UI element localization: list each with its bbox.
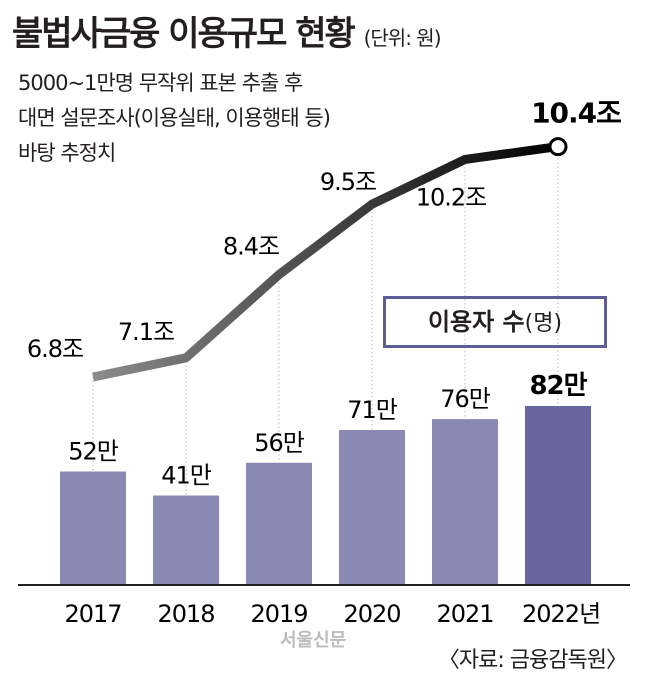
x-tick-label: 2022년 xyxy=(522,600,600,628)
line-value-label: 6.8조 xyxy=(27,335,83,363)
subtitle-line: 바탕 추정치 xyxy=(18,141,116,165)
title-text: 불법사금융 이용규모 현황 xyxy=(12,14,356,54)
legend: 이용자 수(명) xyxy=(383,296,607,348)
line-point xyxy=(548,137,568,157)
x-tick-label: 2017 xyxy=(64,600,121,628)
legend-label: 이용자 수 xyxy=(427,308,525,336)
chart-title: 불법사금융 이용규모 현황 (단위: 원) xyxy=(12,6,442,55)
bar xyxy=(339,430,405,585)
x-tick-label: 2021 xyxy=(436,600,493,628)
line-value-label: 8.4조 xyxy=(223,233,279,261)
bar xyxy=(153,495,219,585)
subtitle: 5000~1만명 무작위 표본 추출 후 대면 설문조사(이용실태, 이용행태 … xyxy=(18,66,331,171)
x-tick-label: 2018 xyxy=(157,600,214,628)
x-tick-label: 2019 xyxy=(250,600,307,628)
line-value-label: 7.1조 xyxy=(118,318,174,346)
bar xyxy=(60,471,126,585)
bar xyxy=(432,419,498,585)
watermark: 서울신문 xyxy=(280,630,347,651)
bar-value-label: 71만 xyxy=(347,396,398,424)
source-note: 〈자료: 금융감독원〉 xyxy=(437,648,628,673)
unit-label: (단위: 원) xyxy=(363,26,442,50)
bar-value-label: 56만 xyxy=(254,429,305,457)
bar-value-label: 76만 xyxy=(440,385,491,413)
line-value-label: 10.2조 xyxy=(416,183,487,211)
subtitle-line: 5000~1만명 무작위 표본 추출 후 xyxy=(18,71,303,95)
x-tick-label: 2020 xyxy=(343,600,400,628)
legend-unit: (명) xyxy=(524,311,563,336)
line-value-label: 9.5조 xyxy=(320,168,376,196)
bar xyxy=(246,462,312,585)
bar-value-label: 41만 xyxy=(161,462,212,490)
bar-value-label: 52만 xyxy=(68,437,119,465)
line-value-label: 10.4조 xyxy=(531,97,621,130)
line-series xyxy=(92,142,559,382)
subtitle-line: 대면 설문조사(이용실태, 이용행태 등) xyxy=(18,106,331,130)
bar-value-label: 82만 xyxy=(529,371,587,401)
bar xyxy=(525,406,591,585)
